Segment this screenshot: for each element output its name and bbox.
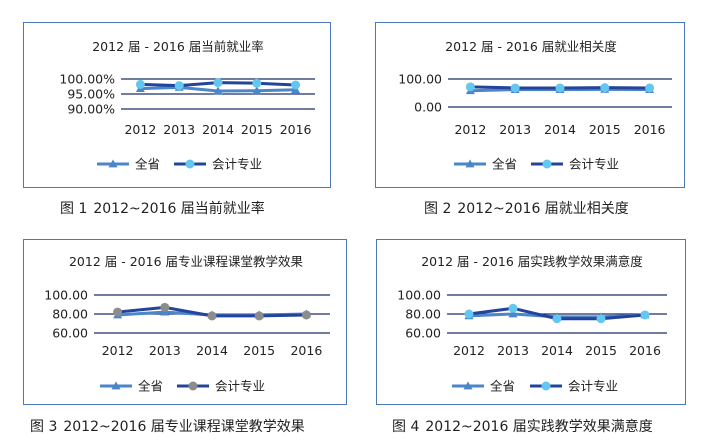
x-tick-label: 2016 bbox=[280, 122, 312, 137]
legend-marker bbox=[111, 381, 121, 390]
chart-title: 2012 届 - 2016 届专业课程课堂教学效果 bbox=[69, 254, 304, 269]
legend-marker bbox=[465, 159, 475, 168]
caption-4: 图 4 2012~2016 届实践教学效果满意度 bbox=[392, 416, 653, 436]
x-tick-label: 2014 bbox=[196, 343, 228, 358]
legend-label: 全省 bbox=[490, 379, 515, 394]
legend-marker bbox=[188, 381, 198, 391]
data-point bbox=[252, 86, 262, 95]
data-point bbox=[291, 80, 301, 90]
caption-2-text: 2012~2016 届就业相关度 bbox=[457, 201, 629, 217]
chart-panel-1: 2012 届 - 2016 届当前就业率 100.00% 95.00% 90.00% 2… bbox=[23, 22, 331, 188]
x-tick-label: 2012 bbox=[102, 343, 134, 358]
data-point bbox=[113, 307, 123, 317]
legend-marker bbox=[542, 159, 552, 169]
caption-3-text: 2012~2016 届专业课程课堂教学效果 bbox=[63, 419, 305, 435]
caption-1: 图 1 2012~2016 届当前就业率 bbox=[60, 198, 265, 218]
legend-label: 全省 bbox=[138, 379, 163, 394]
data-point bbox=[552, 314, 562, 324]
data-point bbox=[160, 302, 170, 312]
data-point bbox=[645, 83, 655, 93]
data-point bbox=[207, 311, 217, 321]
caption-2: 图 2 2012~2016 届就业相关度 bbox=[424, 198, 629, 218]
x-tick-label: 2016 bbox=[290, 343, 322, 358]
data-point bbox=[252, 78, 262, 88]
data-point bbox=[301, 310, 311, 320]
y-tick-label: 0.00 bbox=[414, 100, 442, 115]
chart-1-svg: 2012 届 - 2016 届当前就业率 100.00%95.00%90.00% 2… bbox=[59, 39, 315, 172]
data-point bbox=[135, 79, 145, 89]
legend-label: 全省 bbox=[492, 157, 517, 172]
data-point bbox=[174, 81, 184, 91]
x-tick-label: 2014 bbox=[541, 343, 573, 358]
chart-panel-2: 2012 届 - 2016 届就业相关度 100.00 0.00 2012 2013 20… bbox=[375, 22, 685, 188]
caption-1-number: 图 1 bbox=[60, 201, 88, 217]
data-point bbox=[510, 83, 520, 93]
x-tick-label: 2013 bbox=[497, 343, 529, 358]
legend-marker bbox=[185, 159, 195, 169]
y-tick-label: 95.00% bbox=[67, 87, 115, 102]
legend-marker bbox=[463, 381, 473, 390]
x-tick-label: 2012 bbox=[124, 122, 156, 137]
x-tick-label: 2012 bbox=[453, 343, 485, 358]
x-tick-label: 2016 bbox=[629, 343, 661, 358]
caption-3: 图 3 2012~2016 届专业课程课堂教学效果 bbox=[30, 416, 305, 436]
data-point bbox=[465, 82, 475, 92]
data-point bbox=[596, 314, 606, 324]
chart-3-svg: 2012 届 - 2016 届专业课程课堂教学效果 100.00 80.00 60.0… bbox=[44, 254, 330, 394]
legend-label: 会计专业 bbox=[215, 379, 265, 394]
x-tick-label: 2014 bbox=[544, 122, 576, 137]
chart-panel-3: 2012 届 - 2016 届专业课程课堂教学效果 100.00 80.00 60.0… bbox=[23, 239, 347, 405]
x-tick-label: 2014 bbox=[202, 122, 234, 137]
legend-label: 会计专业 bbox=[569, 157, 619, 172]
legend-label: 会计专业 bbox=[568, 379, 618, 394]
data-point bbox=[555, 83, 565, 93]
x-tick-label: 2015 bbox=[585, 343, 617, 358]
data-point bbox=[508, 303, 518, 313]
chart-title: 2012 届 - 2016 届实践教学效果满意度 bbox=[421, 254, 643, 269]
x-tick-label: 2013 bbox=[163, 122, 195, 137]
caption-1-text: 2012~2016 届当前就业率 bbox=[93, 201, 265, 217]
y-tick-label: 80.00 bbox=[52, 307, 88, 322]
data-point bbox=[464, 309, 474, 319]
y-tick-label: 60.00 bbox=[52, 326, 88, 341]
y-tick-label: 90.00% bbox=[67, 102, 115, 117]
chart-4-svg: 2012 届 - 2016 届实践教学效果满意度 100.00 80.00 60.00… bbox=[397, 254, 667, 394]
y-tick-label: 60.00 bbox=[405, 326, 441, 341]
y-tick-label: 100.00 bbox=[397, 288, 441, 303]
x-tick-label: 2013 bbox=[499, 122, 531, 137]
caption-4-text: 2012~2016 届实践教学效果满意度 bbox=[425, 419, 653, 435]
data-point bbox=[213, 78, 223, 88]
legend-marker bbox=[108, 159, 118, 168]
y-tick-label: 100.00 bbox=[44, 288, 88, 303]
chart-title: 2012 届 - 2016 届当前就业率 bbox=[92, 39, 264, 54]
legend-label: 会计专业 bbox=[212, 157, 262, 172]
legend-marker bbox=[541, 381, 551, 391]
data-point bbox=[254, 311, 264, 321]
legend-label: 全省 bbox=[135, 157, 160, 172]
caption-4-number: 图 4 bbox=[392, 419, 420, 435]
y-tick-label: 80.00 bbox=[405, 307, 441, 322]
data-point bbox=[640, 310, 650, 320]
data-point bbox=[600, 83, 610, 93]
caption-2-number: 图 2 bbox=[424, 201, 452, 217]
x-tick-label: 2015 bbox=[241, 122, 273, 137]
x-tick-label: 2013 bbox=[149, 343, 181, 358]
x-tick-label: 2016 bbox=[634, 122, 666, 137]
x-tick-label: 2012 bbox=[454, 122, 486, 137]
caption-3-number: 图 3 bbox=[30, 419, 58, 435]
y-tick-label: 100.00 bbox=[398, 72, 442, 87]
chart-2-svg: 2012 届 - 2016 届就业相关度 100.00 0.00 2012 2013 20… bbox=[398, 39, 672, 172]
x-tick-label: 2015 bbox=[243, 343, 275, 358]
data-point bbox=[213, 86, 223, 95]
chart-panel-4: 2012 届 - 2016 届实践教学效果满意度 100.00 80.00 60.00… bbox=[376, 239, 686, 405]
x-tick-label: 2015 bbox=[589, 122, 621, 137]
chart-title: 2012 届 - 2016 届就业相关度 bbox=[445, 39, 617, 54]
data-point bbox=[508, 309, 518, 318]
y-tick-label: 100.00% bbox=[59, 72, 115, 87]
